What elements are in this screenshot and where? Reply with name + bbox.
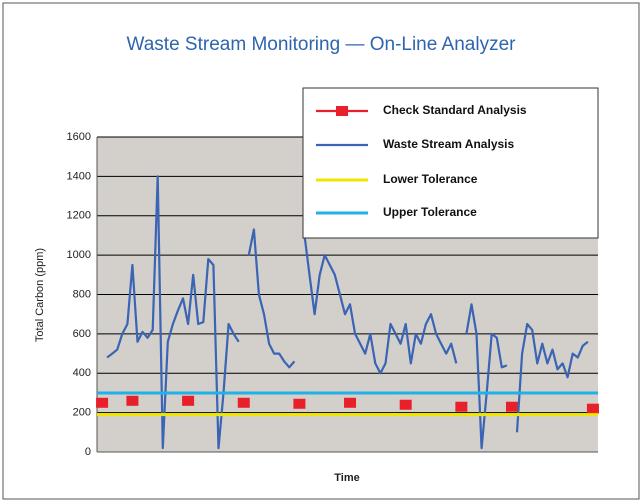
check-marker <box>505 401 518 412</box>
legend-marker <box>336 106 348 116</box>
legend-label: Waste Stream Analysis <box>383 137 514 151</box>
x-axis-label: Time <box>334 472 359 484</box>
y-tick-label: 1600 <box>67 131 91 143</box>
y-tick-label: 1200 <box>67 210 91 222</box>
check-marker <box>237 397 250 408</box>
check-marker <box>455 401 468 412</box>
waste-line <box>106 175 589 450</box>
chart-title: Waste Stream Monitoring — On-Line Analyz… <box>127 34 517 55</box>
check-marker <box>182 395 195 406</box>
y-tick-label: 800 <box>73 288 91 300</box>
y-tick-label: 400 <box>73 367 91 379</box>
check-marker <box>399 399 412 410</box>
y-axis-label: Total Carbon (ppm) <box>34 248 46 342</box>
check-marker <box>344 397 357 408</box>
y-tick-label: 1400 <box>67 170 91 182</box>
check-marker <box>586 403 599 414</box>
legend-label: Lower Tolerance <box>383 172 478 186</box>
check-marker <box>293 398 306 409</box>
y-tick-label: 200 <box>73 407 91 419</box>
check-marker <box>126 395 139 406</box>
legend-label: Check Standard Analysis <box>383 103 527 117</box>
check-marker <box>96 397 109 408</box>
y-tick-label: 600 <box>73 328 91 340</box>
y-tick-label: 1000 <box>67 249 91 261</box>
legend-label: Upper Tolerance <box>383 205 477 219</box>
y-tick-label: 0 <box>85 446 91 458</box>
